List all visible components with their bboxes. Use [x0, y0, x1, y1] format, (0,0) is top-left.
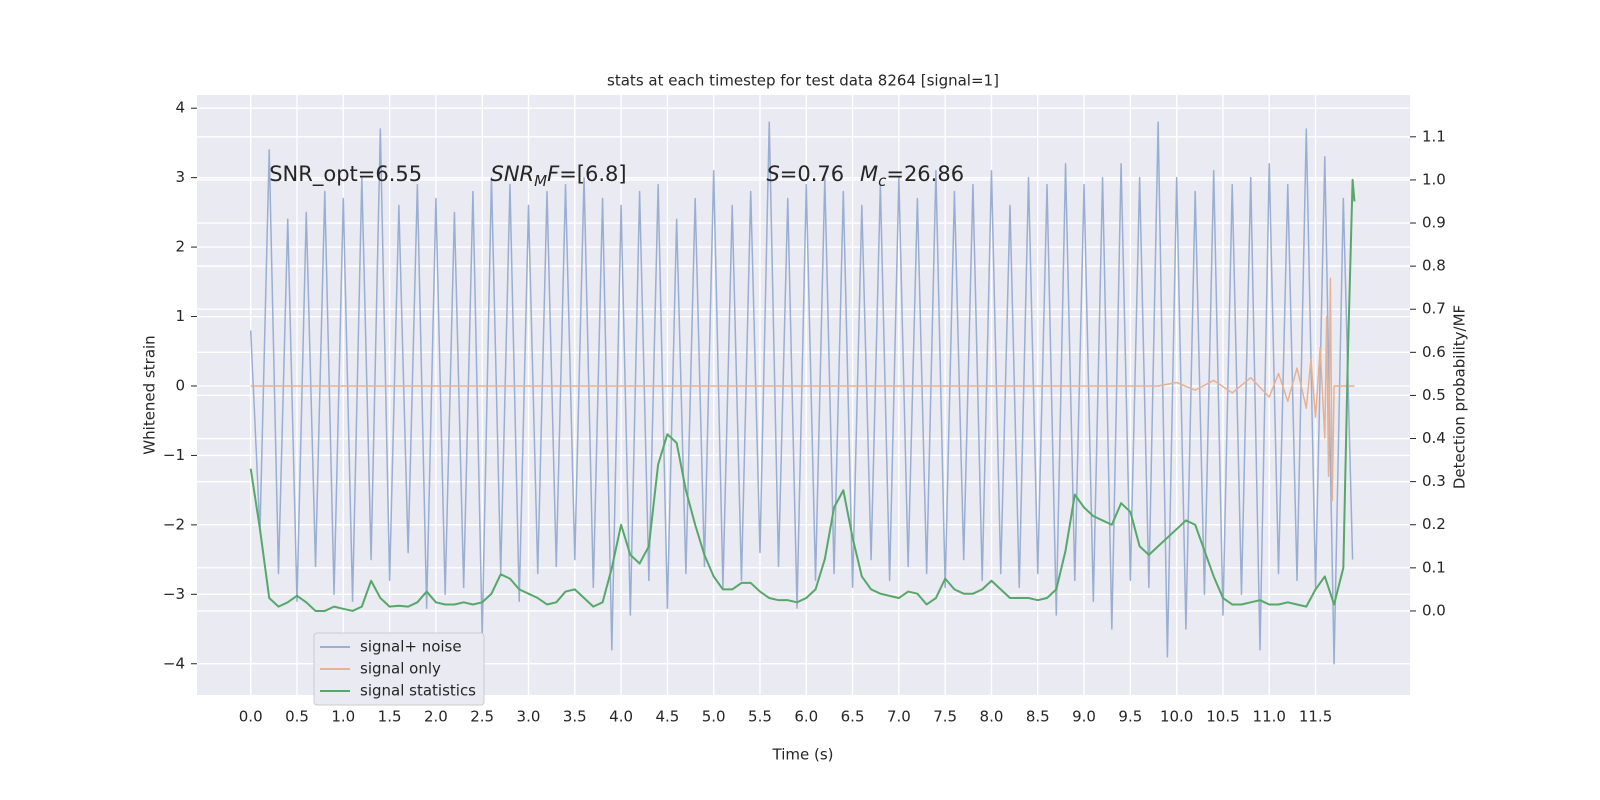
annotation-part: =26.86: [886, 162, 964, 186]
annotation-part: =[6.8]: [559, 162, 626, 186]
y-tick-label: −1: [163, 446, 185, 464]
x-tick-label: 10.5: [1206, 708, 1239, 726]
series-line: [250, 277, 1355, 502]
annotation-part: M: [534, 172, 547, 190]
y-tick-label: 1: [175, 307, 185, 325]
y2-tick-label: 0.2: [1422, 515, 1446, 533]
y-tick-label: −2: [163, 515, 185, 533]
x-tick-label: 0.0: [239, 708, 263, 726]
x-tick-label: 1.5: [378, 708, 402, 726]
x-tick-label: 8.0: [980, 708, 1004, 726]
annotation-part: M: [860, 162, 878, 186]
x-tick-label: 3.0: [517, 708, 541, 726]
annotation-part: F: [547, 162, 560, 186]
x-tick-label: 4.5: [655, 708, 679, 726]
annotation: SNR_opt=6.55: [269, 162, 422, 187]
y-tick-label: −3: [163, 585, 185, 603]
x-tick-label: 6.5: [841, 708, 865, 726]
x-tick-label: 5.5: [748, 708, 772, 726]
y2-tick-label: 0.0: [1422, 601, 1446, 619]
y2-tick-label: 0.7: [1422, 300, 1446, 318]
annotation-part: SNR: [491, 162, 535, 186]
y2-axis-label: Detection probability/MF: [1451, 305, 1469, 489]
legend-label: signal only: [360, 660, 441, 678]
marks: [249, 121, 1356, 665]
y2-tick-label: 0.8: [1422, 257, 1446, 275]
x-tick-label: 6.0: [794, 708, 818, 726]
legend: signal+ noise signal only signal statistic…: [313, 632, 485, 706]
x-tick-label: 11.0: [1253, 708, 1286, 726]
y-tick-label: −4: [163, 654, 185, 672]
series-line: [249, 121, 1354, 665]
annotation: SNRMF=[6.8]: [491, 162, 627, 190]
x-tick-label: 7.0: [887, 708, 911, 726]
y2-tick-label: 0.4: [1422, 429, 1446, 447]
x-tick-label: 9.0: [1072, 708, 1096, 726]
annotation-part: S: [766, 162, 779, 186]
y-tick-label: 4: [175, 99, 185, 117]
y-tick-label: 3: [175, 168, 185, 186]
x-tick-label: 9.5: [1118, 708, 1142, 726]
x-axis-label: Time (s): [772, 746, 834, 764]
y-tick-label: 0: [175, 376, 185, 394]
y2-tick-label: 0.3: [1422, 472, 1446, 490]
annotation-part: c: [878, 172, 887, 190]
x-tick-label: 4.0: [609, 708, 633, 726]
x-tick-label: 3.5: [563, 708, 587, 726]
y-tick-label: 2: [175, 238, 185, 256]
x-tick-label: 1.0: [331, 708, 355, 726]
y2-tick-label: 0.6: [1422, 343, 1446, 361]
x-tick-label: 5.0: [702, 708, 726, 726]
legend-label: signal statistics: [360, 682, 476, 700]
y2-tick-label: 1.0: [1422, 170, 1446, 188]
annotation-part: =0.76: [780, 162, 844, 186]
annotation: Mc=26.86: [860, 162, 964, 190]
annotation: S=0.76: [766, 162, 844, 186]
legend-label: signal+ noise: [360, 638, 462, 656]
x-tick-label: 10.0: [1160, 708, 1193, 726]
annotation-part: SNR_opt=6.55: [269, 162, 422, 187]
x-tick-label: 8.5: [1026, 708, 1050, 726]
grid: −4 −3 −2 −1 0 1 2 3 4 0.0 0.1 0.2 0.3 0.4 0.5 0.6 0.7 0.8…: [163, 95, 1446, 726]
annotations: SNR_opt=6.55 SNRMF=[6.8] S=0.76 Mc=26.86: [269, 162, 964, 190]
x-tick-label: 2.5: [470, 708, 494, 726]
x-tick-label: 7.5: [933, 708, 957, 726]
x-tick-label: 11.5: [1299, 708, 1332, 726]
y2-tick-label: 0.9: [1422, 214, 1446, 232]
y2-tick-label: 0.1: [1422, 558, 1446, 576]
legend-box: [313, 632, 485, 706]
x-tick-label: 2.0: [424, 708, 448, 726]
series-line: [249, 178, 1356, 612]
x-tick-label: 0.5: [285, 708, 309, 726]
y-axis-label: Whitened strain: [141, 335, 159, 454]
y2-tick-label: 0.5: [1422, 386, 1446, 404]
chart-title: stats at each timestep for test data 826…: [607, 72, 999, 90]
y2-tick-label: 1.1: [1422, 127, 1446, 145]
